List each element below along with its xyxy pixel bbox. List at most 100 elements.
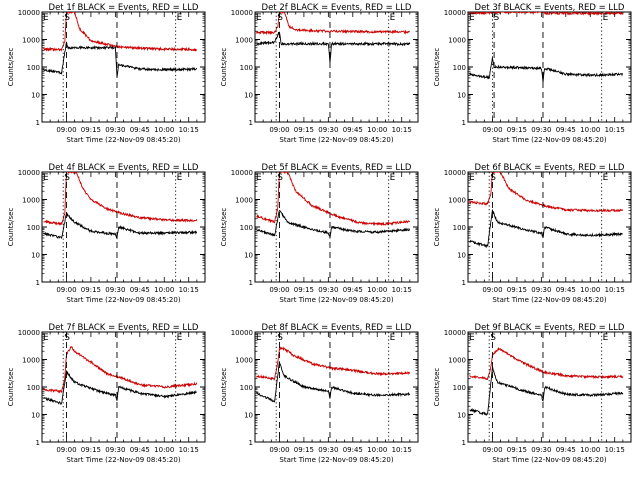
- marker-label: E: [177, 13, 183, 23]
- lld-series-line: [43, 12, 198, 52]
- marker-label: S: [277, 13, 283, 23]
- y-tick-label: 100: [240, 64, 253, 72]
- x-axis-label: Start Time (22-Nov-09 08:45:20): [66, 456, 180, 464]
- x-axis-label: Start Time (22-Nov-09 08:45:20): [492, 136, 606, 144]
- x-tick-label: 09:00: [482, 286, 502, 294]
- x-tick-label: 09:00: [56, 126, 76, 134]
- x-tick-label: 10:00: [580, 446, 600, 454]
- detector-panel: Det 3f BLACK = Events, RED = LLD 1 10 100 10…: [433, 3, 632, 144]
- marker-label: S: [64, 333, 70, 343]
- x-tick-label: 09:00: [269, 446, 289, 454]
- marker-label: E: [177, 173, 183, 183]
- marker-label: E: [603, 13, 609, 23]
- x-tick-label: 09:30: [105, 446, 125, 454]
- lld-series-line: [469, 172, 624, 213]
- x-tick-label: 09:00: [269, 126, 289, 134]
- x-tick-label: 10:15: [179, 446, 199, 454]
- y-tick-label: 10000: [18, 169, 40, 177]
- x-tick-label: 09:30: [105, 286, 125, 294]
- x-tick-label: 09:30: [318, 126, 338, 134]
- events-series-line: [469, 365, 624, 416]
- x-axis-label: Start Time (22-Nov-09 08:45:20): [66, 136, 180, 144]
- lld-series-line: [256, 12, 410, 36]
- y-tick-label: 1000: [448, 197, 466, 205]
- events-series-line: [469, 57, 624, 83]
- lld-series-line: [469, 346, 624, 380]
- y-tick-label: 1: [462, 119, 466, 127]
- events-series-line: [43, 212, 198, 240]
- x-tick-label: 09:45: [556, 126, 576, 134]
- y-tick-label: 1000: [448, 37, 466, 45]
- y-tick-label: 100: [240, 224, 253, 232]
- marker-label: E: [43, 173, 49, 183]
- y-tick-label: 10000: [231, 329, 253, 337]
- y-tick-label: 100: [27, 224, 40, 232]
- lld-series-line: [43, 346, 198, 394]
- y-tick-label: 1000: [235, 357, 253, 365]
- y-tick-label: 10000: [444, 9, 466, 17]
- y-tick-label: 10000: [231, 9, 253, 17]
- y-tick-label: 1: [249, 279, 253, 287]
- events-series-line: [43, 41, 198, 78]
- x-tick-label: 10:00: [367, 286, 387, 294]
- y-tick-label: 1: [36, 279, 40, 287]
- x-tick-label: 09:00: [269, 286, 289, 294]
- marker-label: E: [256, 13, 262, 23]
- marker-label: E: [603, 333, 609, 343]
- x-tick-label: 09:45: [343, 446, 363, 454]
- marker-label: E: [256, 333, 262, 343]
- y-tick-label: 1: [462, 279, 466, 287]
- detector-panel: Det 5f BLACK = Events, RED = LLD 1 10 100 10…: [220, 163, 419, 304]
- x-tick-label: 09:15: [507, 126, 527, 134]
- y-axis-label: Counts/sec: [7, 48, 15, 87]
- y-tick-label: 10: [457, 412, 466, 420]
- panel-title: Det 4f BLACK = Events, RED = LLD: [49, 163, 199, 173]
- y-tick-label: 1000: [235, 197, 253, 205]
- detector-panel: Det 2f BLACK = Events, RED = LLD 1 10 100 10…: [220, 3, 419, 144]
- marker-label: S: [277, 333, 283, 343]
- panel-title: Det 3f BLACK = Events, RED = LLD: [475, 3, 625, 13]
- x-tick-label: 10:15: [392, 446, 412, 454]
- y-tick-label: 10000: [444, 329, 466, 337]
- x-tick-label: 09:15: [507, 286, 527, 294]
- events-series-line: [43, 369, 197, 405]
- x-tick-label: 09:45: [343, 126, 363, 134]
- marker-label: S: [64, 13, 70, 23]
- y-tick-label: 1: [36, 119, 40, 127]
- x-tick-label: 09:45: [130, 446, 150, 454]
- y-tick-label: 10: [244, 92, 253, 100]
- y-axis-label: Counts/sec: [7, 368, 15, 407]
- marker-label: S: [490, 333, 496, 343]
- marker-label: E: [390, 173, 396, 183]
- y-tick-label: 10000: [18, 329, 40, 337]
- marker-label: E: [390, 333, 396, 343]
- x-tick-label: 10:00: [154, 286, 174, 294]
- marker-label: S: [64, 173, 70, 183]
- marker-label: S: [490, 173, 496, 183]
- y-axis-label: Counts/sec: [7, 208, 15, 247]
- y-axis-label: Counts/sec: [220, 48, 228, 87]
- y-tick-label: 1000: [22, 357, 40, 365]
- x-tick-label: 09:30: [531, 446, 551, 454]
- marker-label: E: [177, 333, 183, 343]
- y-axis-label: Counts/sec: [220, 208, 228, 247]
- y-tick-label: 10000: [18, 9, 40, 17]
- y-tick-label: 1: [249, 119, 253, 127]
- x-tick-label: 09:30: [318, 286, 338, 294]
- detector-panel: Det 4f BLACK = Events, RED = LLD 1 10 100 10…: [7, 163, 206, 304]
- y-tick-label: 100: [27, 64, 40, 72]
- detector-panel: Det 7f BLACK = Events, RED = LLD 1 10 100 10…: [7, 323, 206, 464]
- x-tick-label: 09:00: [482, 446, 502, 454]
- lld-series-line: [256, 346, 411, 381]
- panel-title: Det 2f BLACK = Events, RED = LLD: [262, 3, 412, 13]
- x-tick-label: 09:45: [556, 286, 576, 294]
- y-tick-label: 1000: [22, 37, 40, 45]
- marker-label: E: [603, 173, 609, 183]
- lld-series-line: [469, 12, 624, 16]
- x-tick-label: 10:15: [179, 126, 199, 134]
- events-series-line: [256, 210, 411, 239]
- x-tick-label: 10:15: [605, 126, 625, 134]
- x-tick-label: 09:15: [81, 286, 101, 294]
- x-tick-label: 09:15: [81, 446, 101, 454]
- x-tick-label: 09:15: [81, 126, 101, 134]
